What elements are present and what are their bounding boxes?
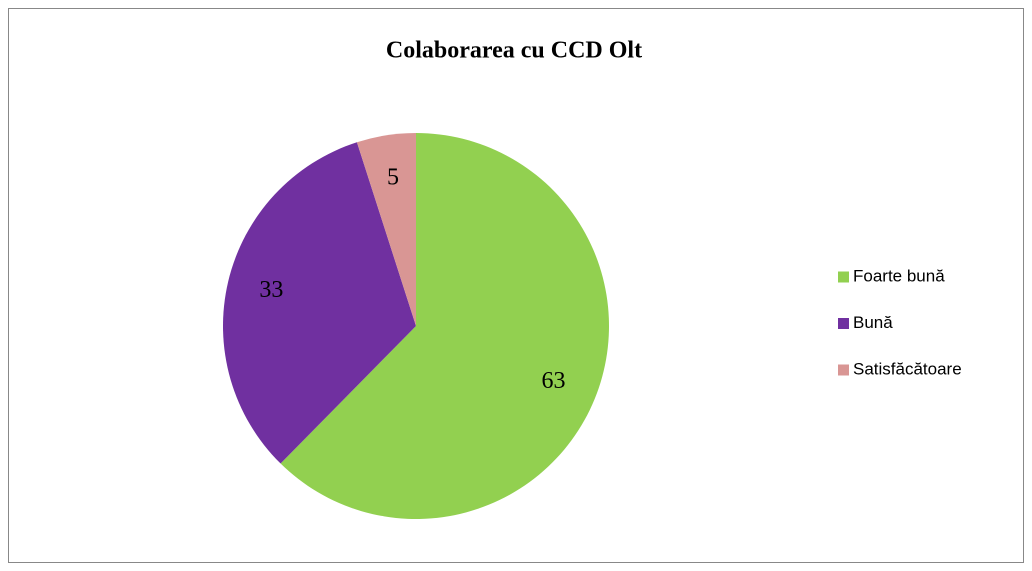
- pie-slice: [280, 133, 609, 519]
- legend-label: Bună: [853, 313, 893, 332]
- legend-swatch: [838, 364, 849, 376]
- pie-slice: [222, 142, 416, 464]
- pie-slice: [356, 133, 416, 326]
- legend-label: Satisfăcătoare: [853, 359, 962, 378]
- legend-swatch: [838, 271, 849, 283]
- data-label: 63: [542, 368, 566, 394]
- legend-swatch: [838, 318, 849, 329]
- data-label: 5: [387, 165, 399, 191]
- data-label: 33: [259, 277, 283, 303]
- chart-title: Colaborarea cu CCD Olt: [386, 38, 642, 64]
- legend-label: Foarte bună: [853, 266, 945, 285]
